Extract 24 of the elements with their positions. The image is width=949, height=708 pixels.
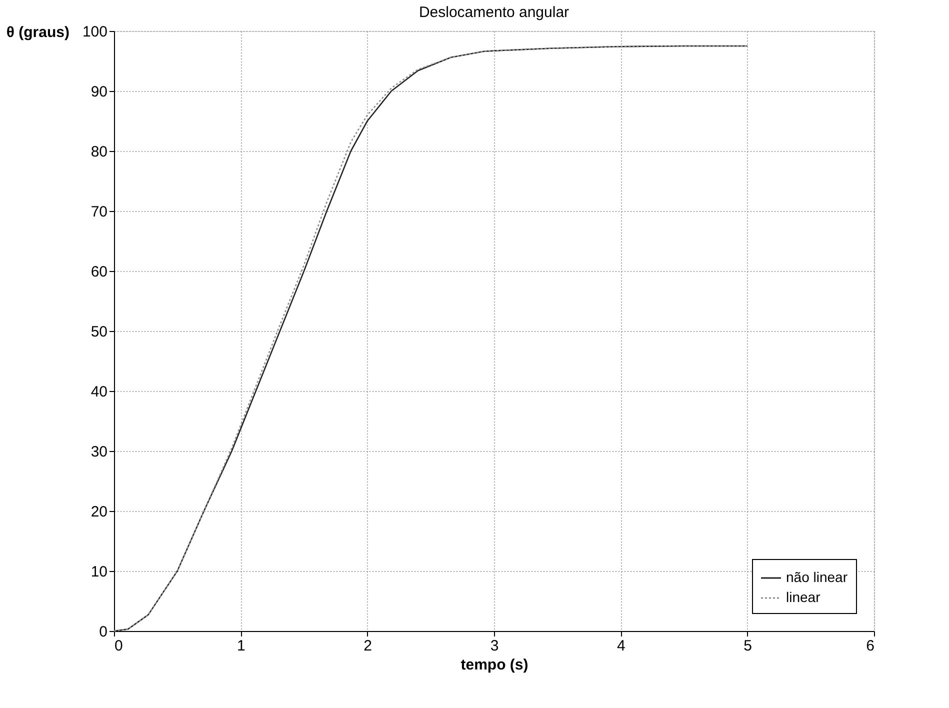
y-tick-label: 100 [82,24,108,40]
y-tick-label: 20 [90,504,108,520]
y-tick-label: 0 [99,624,108,640]
x-tick-label: 5 [744,638,752,654]
chart-title: Deslocamento angular [418,4,570,21]
y-tick-label: 40 [90,384,108,400]
x-tick-label: 0 [114,638,123,654]
x-tick-label: 2 [364,638,372,654]
line-series [113,45,748,632]
y-tick-label: 30 [90,444,108,460]
y-tick-label: 80 [90,144,108,160]
legend-label: linear [786,589,821,605]
y-tick-label: 60 [90,264,108,280]
x-tick-label: 1 [236,638,246,654]
x-tick-label: 6 [866,638,874,654]
legend-label: não linear [786,569,848,585]
y-tick-label: 90 [90,84,108,100]
x-tick-label: 4 [616,638,626,654]
x-axis-title: tempo (s) [460,656,528,674]
x-tick-label: 3 [490,638,499,654]
y-tick-label: 50 [90,324,108,340]
y-axis-title: θ (graus) [6,24,70,41]
y-tick-label: 70 [90,204,108,220]
y-tick-label: 10 [90,564,108,580]
